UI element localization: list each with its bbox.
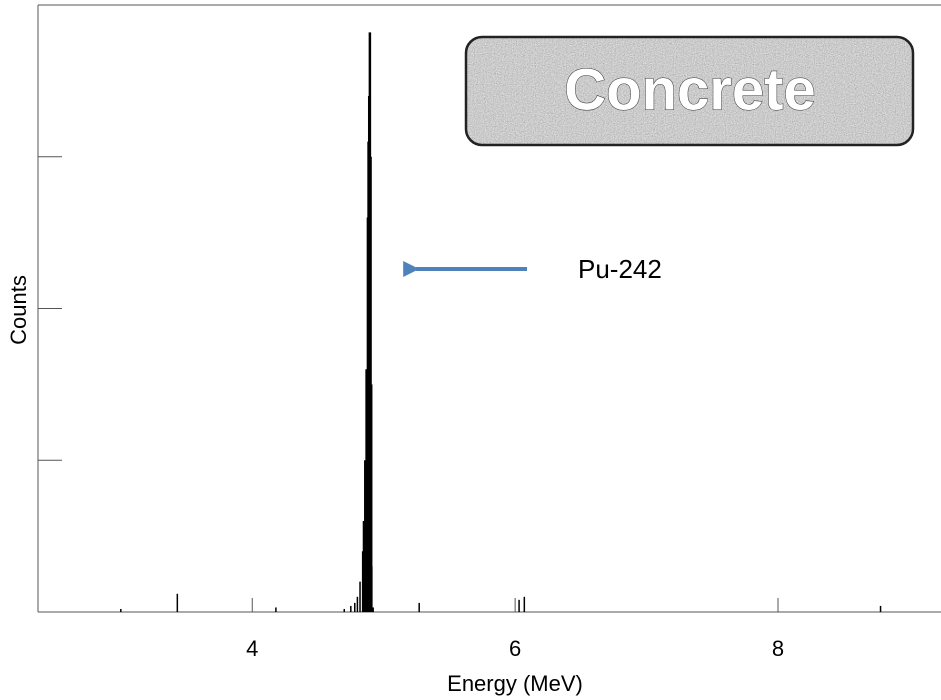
box-border (464, 35, 915, 147)
box-label: Concrete (564, 57, 815, 122)
x-tick-label: 8 (772, 636, 784, 661)
y-axis-label: Counts (6, 275, 31, 345)
x-axis-label: Energy (MeV) (447, 671, 583, 696)
concrete-box: Concrete (464, 35, 915, 147)
peak-annotation: Pu-242 (578, 254, 662, 284)
box-texture (466, 37, 913, 145)
x-tick-label: 6 (509, 636, 521, 661)
x-tick-label: 4 (246, 636, 258, 661)
